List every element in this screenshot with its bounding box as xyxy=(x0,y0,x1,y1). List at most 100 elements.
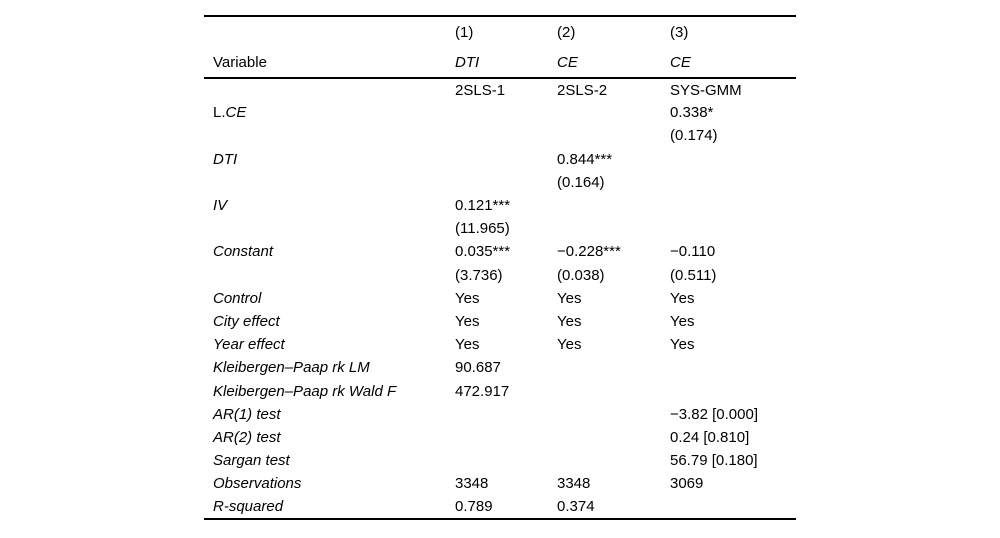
row-label-cell: Sargan test xyxy=(204,449,455,472)
value-cell-col1: 0.035*** xyxy=(455,240,557,263)
value-cell-col1: Yes xyxy=(455,310,557,333)
value-cell-col1 xyxy=(455,101,557,124)
value-cell-col2: CE xyxy=(557,47,670,79)
value-cell-col3: 0.338* xyxy=(670,101,796,124)
cell-text: 90.687 xyxy=(455,359,501,377)
row-label-cell: AR(2) test xyxy=(204,426,455,449)
cell-text: 0.338* xyxy=(670,104,714,122)
value-cell-col1: 0.789 xyxy=(455,495,557,520)
table-row: (11.965) xyxy=(204,217,796,240)
cell-text: Yes xyxy=(670,289,695,307)
cell-text: Constant xyxy=(213,243,274,261)
table-row: (3.736) (0.038) (0.511) xyxy=(204,264,796,287)
cell-text: −0.228*** xyxy=(557,243,621,261)
value-cell-col2: (0.164) xyxy=(557,171,670,194)
value-cell-col3 xyxy=(670,495,796,520)
cell-text: 0.035*** xyxy=(455,243,511,261)
table-header: (1) (2) (3) Variable DTI CE CE xyxy=(204,15,796,79)
cell-text: (0.038) xyxy=(557,266,605,284)
value-cell-col3 xyxy=(670,171,796,194)
value-cell-col2: Yes xyxy=(557,310,670,333)
value-cell-col1: 0.121*** xyxy=(455,194,557,217)
table-row: City effect Yes Yes Yes xyxy=(204,310,796,333)
value-cell-col3: (0.174) xyxy=(670,124,796,147)
value-cell-col3 xyxy=(670,379,796,402)
value-cell-col3 xyxy=(670,217,796,240)
table-row: DTI 0.844*** xyxy=(204,148,796,171)
cell-text: Kleibergen–Paap rk LM xyxy=(213,359,370,377)
cell-text: CE xyxy=(557,53,578,71)
value-cell-col1 xyxy=(455,449,557,472)
value-cell-col2: 0.374 xyxy=(557,495,670,520)
cell-text: −0.110 xyxy=(670,243,716,261)
table-header-row: Variable DTI CE CE xyxy=(204,47,796,79)
cell-text: 3348 xyxy=(557,475,591,493)
table-header-row: (1) (2) (3) xyxy=(204,15,796,47)
value-cell-col3 xyxy=(670,194,796,217)
value-cell-col2 xyxy=(557,124,670,147)
cell-text: 0.374 xyxy=(557,497,595,515)
value-cell-col3: SYS-GMM xyxy=(670,78,796,101)
table-row: Observations 3348 3348 3069 xyxy=(204,472,796,495)
value-cell-col3 xyxy=(670,356,796,379)
row-label-cell: Constant xyxy=(204,240,455,263)
value-cell-col1: 2SLS-1 xyxy=(455,78,557,101)
value-cell-col2: 2SLS-2 xyxy=(557,78,670,101)
label-prefix: L. xyxy=(213,104,226,122)
cell-text: Yes xyxy=(670,336,695,354)
table-row: Constant 0.035*** −0.228*** −0.110 xyxy=(204,240,796,263)
cell-text: 0.844*** xyxy=(557,150,613,168)
cell-text: 56.79 [0.180] xyxy=(670,452,758,470)
cell-text: (3.736) xyxy=(455,266,503,284)
row-label-cell: DTI xyxy=(204,148,455,171)
row-label-cell: Control xyxy=(204,287,455,310)
table-row: Kleibergen–Paap rk Wald F 472.917 xyxy=(204,379,796,402)
cell-text: Year effect xyxy=(213,336,285,354)
value-cell-col2 xyxy=(557,101,670,124)
table-row: R-squared 0.789 0.374 xyxy=(204,495,796,520)
value-cell-col1 xyxy=(455,426,557,449)
table-row: (0.164) xyxy=(204,171,796,194)
cell-text: Yes xyxy=(557,336,582,354)
value-cell-col3: Yes xyxy=(670,333,796,356)
cell-text: SYS-GMM xyxy=(670,81,742,99)
value-cell-col3: −3.82 [0.000] xyxy=(670,403,796,426)
cell-text: Yes xyxy=(455,289,480,307)
cell-text: Kleibergen–Paap rk Wald F xyxy=(213,382,397,400)
row-label-cell: Variable xyxy=(204,47,455,79)
row-label-cell xyxy=(204,171,455,194)
value-cell-col3: (0.511) xyxy=(670,264,796,287)
cell-text: (0.174) xyxy=(670,127,718,145)
cell-text: 0.24 [0.810] xyxy=(670,428,750,446)
table-row: L.CE 0.338* xyxy=(204,101,796,124)
value-cell-col2: Yes xyxy=(557,333,670,356)
value-cell-col3: −0.110 xyxy=(670,240,796,263)
cell-text: IV xyxy=(213,197,228,215)
table-row: Year effect Yes Yes Yes xyxy=(204,333,796,356)
table-row: Control Yes Yes Yes xyxy=(204,287,796,310)
cell-text: Variable xyxy=(213,53,267,71)
value-cell-col1 xyxy=(455,403,557,426)
value-cell-col1 xyxy=(455,148,557,171)
row-label-cell xyxy=(204,78,455,101)
value-cell-col3: (3) xyxy=(670,15,796,47)
cell-text: Control xyxy=(213,289,262,307)
value-cell-col1: DTI xyxy=(455,47,557,79)
table-row: Kleibergen–Paap rk LM 90.687 xyxy=(204,356,796,379)
cell-text: 2SLS-1 xyxy=(455,81,506,99)
row-label-cell: City effect xyxy=(204,310,455,333)
cell-text: −3.82 [0.000] xyxy=(670,405,758,423)
cell-text: Yes xyxy=(455,312,480,330)
value-cell-col2: (2) xyxy=(557,15,670,47)
value-cell-col1: Yes xyxy=(455,287,557,310)
cell-text: R-squared xyxy=(213,497,284,515)
value-cell-col2: 0.844*** xyxy=(557,148,670,171)
row-label-cell: L.CE xyxy=(204,101,455,124)
cell-text: Sargan test xyxy=(213,452,290,470)
value-cell-col3: 56.79 [0.180] xyxy=(670,449,796,472)
cell-text: 0.121*** xyxy=(455,197,511,215)
cell-text: City effect xyxy=(213,312,280,330)
value-cell-col2 xyxy=(557,379,670,402)
row-label-cell: IV xyxy=(204,194,455,217)
